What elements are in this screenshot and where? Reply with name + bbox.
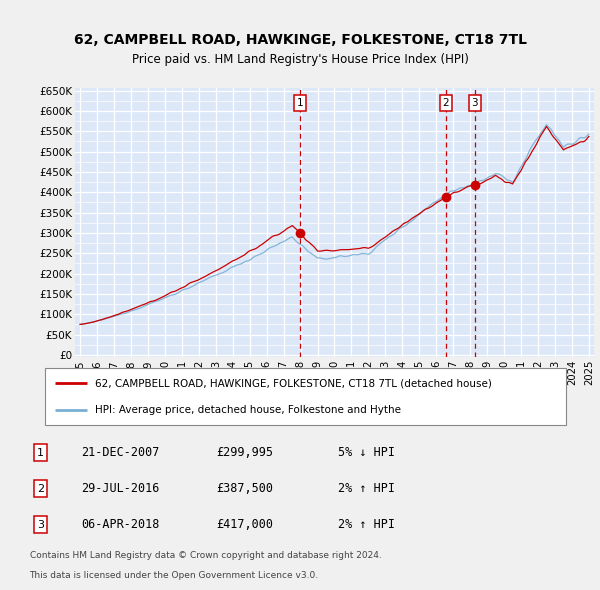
Text: 2% ↑ HPI: 2% ↑ HPI	[338, 482, 395, 495]
Text: £417,000: £417,000	[217, 518, 274, 531]
Text: 3: 3	[37, 520, 44, 530]
Text: 62, CAMPBELL ROAD, HAWKINGE, FOLKESTONE, CT18 7TL: 62, CAMPBELL ROAD, HAWKINGE, FOLKESTONE,…	[74, 32, 527, 47]
Text: 62, CAMPBELL ROAD, HAWKINGE, FOLKESTONE, CT18 7TL (detached house): 62, CAMPBELL ROAD, HAWKINGE, FOLKESTONE,…	[95, 378, 491, 388]
Text: This data is licensed under the Open Government Licence v3.0.: This data is licensed under the Open Gov…	[29, 572, 319, 581]
FancyBboxPatch shape	[44, 368, 566, 425]
Text: £387,500: £387,500	[217, 482, 274, 495]
Text: 2: 2	[37, 484, 44, 494]
Text: 1: 1	[297, 98, 304, 108]
Text: HPI: Average price, detached house, Folkestone and Hythe: HPI: Average price, detached house, Folk…	[95, 405, 401, 415]
Text: £299,995: £299,995	[217, 446, 274, 459]
Text: Contains HM Land Registry data © Crown copyright and database right 2024.: Contains HM Land Registry data © Crown c…	[29, 550, 381, 560]
Text: 5% ↓ HPI: 5% ↓ HPI	[338, 446, 395, 459]
Text: 29-JUL-2016: 29-JUL-2016	[82, 482, 160, 495]
Text: 3: 3	[472, 98, 478, 108]
Text: 2: 2	[443, 98, 449, 108]
Text: 2% ↑ HPI: 2% ↑ HPI	[338, 518, 395, 531]
Text: 21-DEC-2007: 21-DEC-2007	[82, 446, 160, 459]
Text: Price paid vs. HM Land Registry's House Price Index (HPI): Price paid vs. HM Land Registry's House …	[131, 53, 469, 65]
Text: 06-APR-2018: 06-APR-2018	[82, 518, 160, 531]
Text: 1: 1	[37, 448, 44, 457]
